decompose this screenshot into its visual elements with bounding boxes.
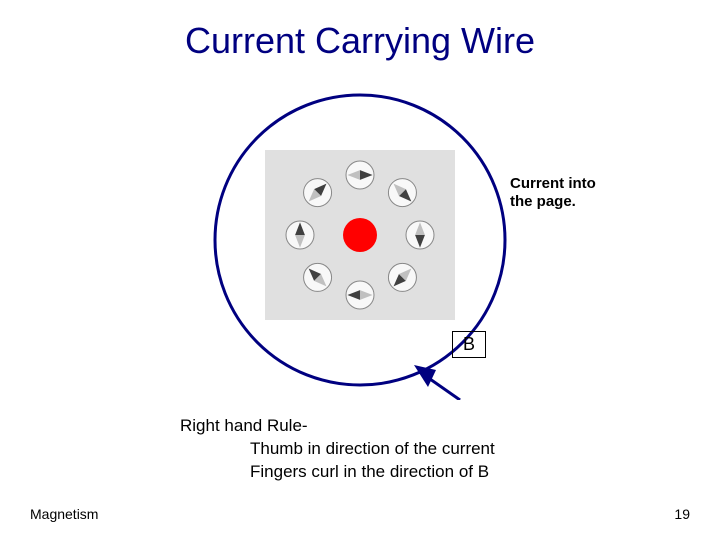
current-direction-label: Current into the page.: [510, 175, 596, 211]
page-number: 19: [674, 506, 690, 522]
footer-topic: Magnetism: [30, 506, 98, 522]
diagram-svg: [170, 90, 550, 400]
rule-line3: Fingers curl in the direction of B: [250, 461, 495, 484]
current-label-line1: Current into: [510, 175, 596, 192]
right-hand-rule-text: Right hand Rule- Thumb in direction of t…: [180, 415, 495, 484]
rule-line2: Thumb in direction of the current: [250, 438, 495, 461]
diagram-container: [170, 90, 550, 400]
b-field-label: B: [452, 331, 486, 358]
page-title: Current Carrying Wire: [0, 20, 720, 62]
rule-line1: Right hand Rule-: [180, 415, 495, 438]
current-label-line2: the page.: [510, 193, 576, 210]
